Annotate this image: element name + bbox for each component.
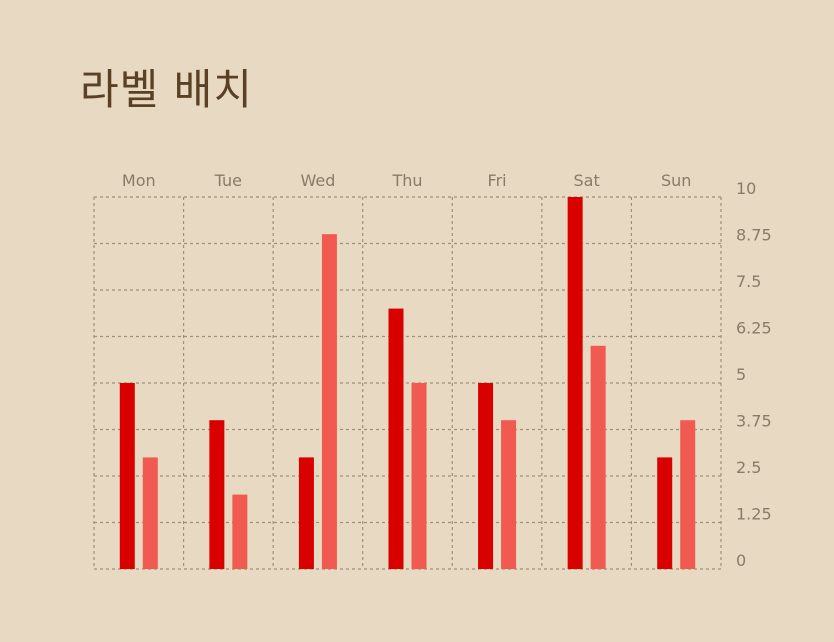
y-tick-label: 3.75 (736, 412, 772, 431)
bar-series-1-sat (567, 197, 583, 569)
bar-series-1-tue (209, 420, 225, 569)
x-tick-label: Tue (214, 171, 242, 190)
chart-title: 라벨 배치 (80, 65, 253, 114)
x-tick-label: Wed (300, 171, 335, 190)
y-tick-label: 6.25 (736, 319, 772, 338)
chart-bars (119, 197, 696, 569)
y-tick-label: 0 (736, 551, 746, 570)
bar-series-2-thu (411, 383, 427, 569)
y-tick-label: 8.75 (736, 226, 772, 245)
bar-series-2-sun (680, 420, 696, 569)
chart-grid (93, 196, 722, 570)
x-axis-labels: Mon Tue Wed Thu Fri Sat Sun (122, 171, 692, 190)
y-tick-label: 10 (736, 179, 756, 198)
bar-series-1-fri (478, 383, 494, 569)
bar-series-1-wed (298, 457, 314, 569)
bar-series-2-wed (321, 234, 337, 569)
bar-series-2-mon (142, 457, 158, 569)
bar-series-1-sun (657, 457, 673, 569)
bar-series-1-thu (388, 308, 404, 569)
y-tick-label: 5 (736, 365, 746, 384)
y-tick-label: 2.5 (736, 458, 761, 477)
x-tick-label: Thu (391, 171, 422, 190)
bar-series-1-mon (119, 383, 135, 569)
x-tick-label: Sat (574, 171, 600, 190)
y-tick-label: 1.25 (736, 505, 772, 524)
y-tick-label: 7.5 (736, 272, 761, 291)
x-tick-label: Mon (122, 171, 156, 190)
bar-series-2-tue (232, 494, 248, 569)
bar-series-2-sat (590, 345, 606, 569)
x-tick-label: Sun (661, 171, 691, 190)
x-tick-label: Fri (488, 171, 507, 190)
y-axis-labels: 0 1.25 2.5 3.75 5 6.25 7.5 8.75 10 (736, 179, 772, 570)
bar-series-2-fri (501, 420, 517, 569)
